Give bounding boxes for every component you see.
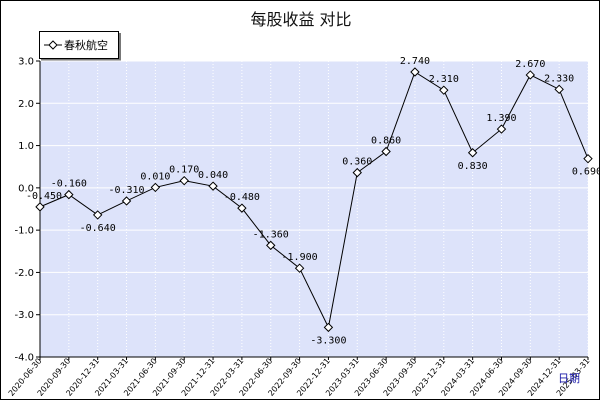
data-label: 0.690 — [572, 167, 600, 178]
y-tick-label: -1.0 — [14, 226, 34, 237]
data-point — [294, 263, 305, 273]
data-point — [467, 148, 478, 158]
data-label: -0.480 — [224, 192, 260, 203]
data-point — [381, 146, 391, 157]
data-label: 0.010 — [140, 171, 170, 182]
y-tick-label: -4.0 — [14, 353, 34, 364]
data-point — [323, 322, 334, 333]
data-label: -3.300 — [310, 335, 346, 346]
y-tick-label: 3.0 — [18, 57, 34, 68]
chart-title: 每股收益 对比 — [250, 10, 352, 29]
data-label: 0.170 — [169, 165, 199, 176]
data-label: 2.330 — [544, 73, 574, 84]
data-point — [410, 67, 420, 77]
data-point — [64, 189, 74, 200]
data-point — [92, 210, 103, 220]
data-point — [554, 84, 564, 95]
data-label: 2.670 — [515, 59, 545, 70]
data-label: -0.310 — [108, 185, 144, 196]
data-label: -0.160 — [51, 179, 87, 190]
data-label: 1.390 — [486, 113, 516, 124]
data-point — [237, 203, 247, 213]
plot-area — [40, 61, 588, 357]
y-tick-label: -2.0 — [14, 268, 34, 279]
series-line — [39, 71, 589, 329]
y-tick-label: -3.0 — [14, 310, 34, 321]
data-label: 0.830 — [458, 161, 488, 172]
data-label: -0.450 — [26, 191, 62, 202]
data-point — [266, 240, 276, 251]
data-label: 0.360 — [342, 157, 372, 168]
data-point — [121, 196, 132, 206]
data-label: 0.860 — [371, 135, 401, 146]
data-point — [439, 85, 449, 95]
legend: 春秋航空 — [39, 31, 119, 59]
data-point — [208, 181, 218, 191]
data-label: -1.900 — [282, 252, 318, 263]
data-label: -0.640 — [80, 223, 116, 234]
data-label: 2.740 — [400, 56, 430, 67]
data-point — [179, 175, 189, 186]
data-point — [525, 70, 536, 80]
data-point — [583, 153, 593, 164]
data-label: -1.360 — [253, 229, 289, 240]
legend-series-label: 春秋航空 — [64, 39, 108, 52]
data-point — [496, 124, 507, 134]
data-point — [352, 167, 362, 178]
legend-marker-icon — [44, 40, 62, 50]
data-point — [150, 182, 161, 193]
data-label: 2.310 — [429, 74, 459, 85]
data-label: 0.040 — [198, 170, 228, 181]
data-point — [35, 202, 45, 212]
y-tick-label: 2.0 — [18, 99, 34, 110]
y-tick-label: 1.0 — [18, 141, 34, 152]
x-axis-title: 日期 — [558, 372, 580, 385]
y-tick-label: 0.0 — [18, 183, 34, 194]
